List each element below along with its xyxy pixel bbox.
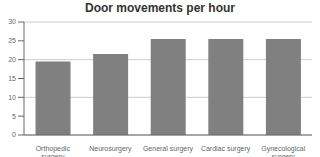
svg-text:Neurosurgery: Neurosurgery bbox=[89, 145, 132, 153]
svg-text:25: 25 bbox=[8, 37, 16, 44]
svg-text:0: 0 bbox=[12, 131, 16, 138]
svg-text:General surgery: General surgery bbox=[143, 145, 194, 153]
svg-text:Cardiac surgery: Cardiac surgery bbox=[201, 145, 251, 153]
svg-text:10: 10 bbox=[8, 94, 16, 101]
svg-text:5: 5 bbox=[12, 113, 16, 120]
svg-text:15: 15 bbox=[8, 75, 16, 82]
html-text:Door movements per hour: Door movements per hour bbox=[85, 1, 235, 15]
svg-text:Gynecologicalsurgery: Gynecologicalsurgery bbox=[261, 145, 305, 157]
svg-text:30: 30 bbox=[8, 18, 16, 25]
svg-text:Orthopedicsurgery: Orthopedicsurgery bbox=[36, 145, 71, 157]
svg-text:20: 20 bbox=[8, 56, 16, 63]
